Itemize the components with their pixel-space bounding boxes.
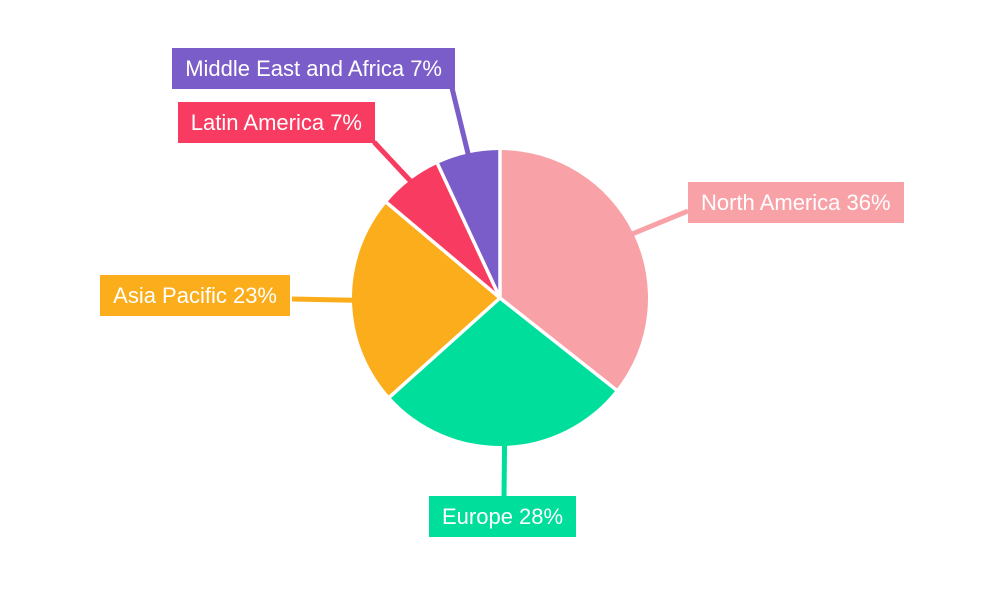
leader-line-europe (501, 444, 508, 498)
slice-separator (498, 296, 618, 392)
pie-slice-north-america (500, 150, 648, 390)
label-north-america: North America 36% (688, 182, 904, 223)
leader-line-middle-east-and-africa (449, 87, 471, 156)
label-middle-east-and-africa: Middle East and Africa 7% (172, 48, 455, 89)
pie-slice-asia-pacific (352, 202, 500, 397)
pie-slice-latin-america (386, 163, 500, 298)
slice-separator (388, 296, 502, 399)
label-europe: Europe 28% (429, 496, 577, 537)
slice-separator (385, 201, 502, 300)
leader-line-latin-america (372, 140, 413, 183)
label-asia-pacific: Asia Pacific 23% (100, 275, 290, 316)
slice-separator (435, 162, 502, 299)
label-latin-america: Latin America 7% (177, 102, 375, 143)
pie-slice-europe (389, 298, 617, 446)
leader-line-asia-pacific (291, 296, 354, 303)
leader-line-north-america (631, 208, 689, 237)
